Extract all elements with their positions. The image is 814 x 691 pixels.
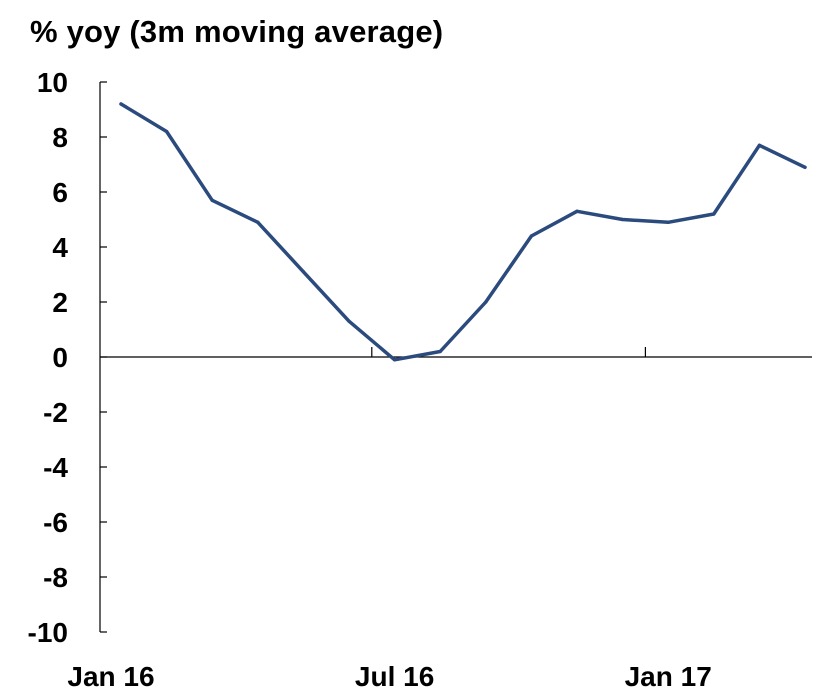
data-point — [621, 217, 625, 222]
data-point — [803, 165, 807, 169]
y-tick-label: -10 — [28, 617, 68, 648]
y-tick-label: 6 — [52, 177, 68, 208]
y-tick-label: 2 — [52, 287, 68, 318]
chart-title: % yoy (3m moving average) — [30, 14, 444, 49]
y-tick-label: -6 — [43, 507, 68, 538]
data-point — [757, 143, 762, 147]
x-tick-label: Jan 17 — [625, 661, 712, 691]
y-tick-label: -2 — [43, 397, 68, 428]
data-point — [484, 300, 488, 304]
data-point — [256, 220, 260, 224]
data-point — [347, 319, 351, 323]
data-point — [165, 129, 169, 134]
y-tick-label: -8 — [43, 562, 68, 593]
data-point — [712, 212, 716, 216]
x-tick-label: Jul 16 — [355, 661, 434, 691]
data-point — [210, 198, 214, 202]
data-point — [393, 358, 397, 362]
x-axis: Jan 16 Jul 16 Jan 17 — [67, 347, 812, 691]
x-tick-label: Jan 16 — [67, 661, 154, 691]
series-group — [119, 102, 807, 362]
y-tick-label: 10 — [37, 67, 68, 98]
data-point — [575, 209, 579, 213]
y-axis: 10 8 6 4 2 0 -2 -4 -6 -8 -10 — [28, 67, 107, 648]
y-tick-label: 0 — [52, 342, 68, 373]
y-tick-label: 4 — [52, 232, 68, 263]
data-point — [119, 102, 123, 106]
series-line — [119, 102, 807, 362]
data-point — [438, 349, 442, 354]
data-point — [529, 234, 534, 238]
y-tick-label: 8 — [52, 122, 68, 153]
data-point — [301, 270, 305, 274]
data-point — [666, 220, 670, 224]
y-tick-label: -4 — [43, 452, 68, 483]
